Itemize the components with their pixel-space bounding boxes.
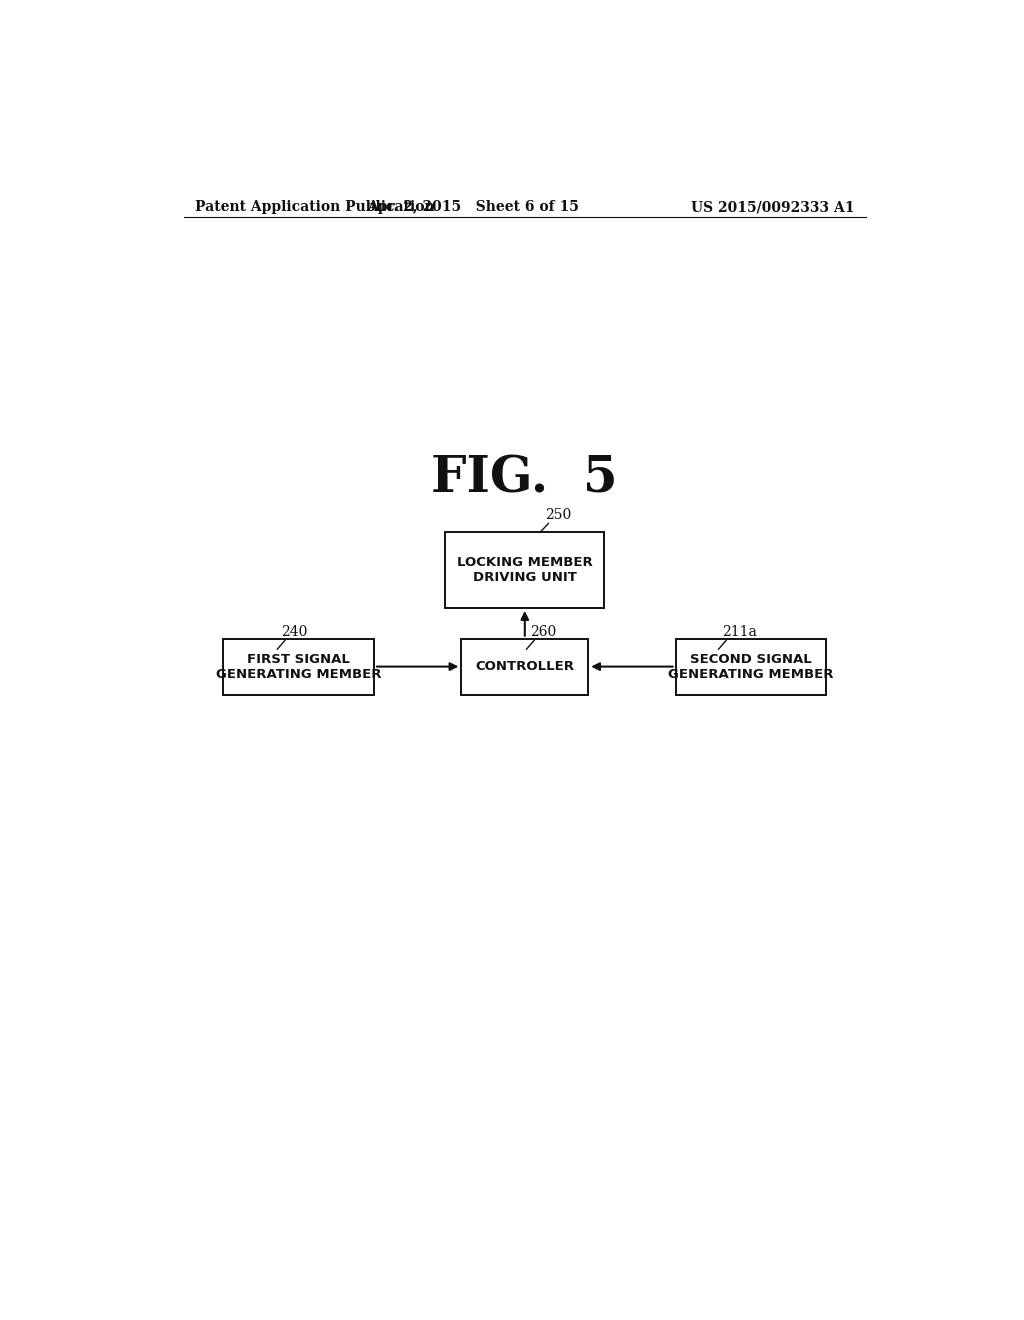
Bar (223, 639, 374, 694)
Text: Patent Application Publication: Patent Application Publication (196, 201, 435, 214)
Text: Apr. 2, 2015   Sheet 6 of 15: Apr. 2, 2015 Sheet 6 of 15 (368, 201, 580, 214)
Text: LOCKING MEMBER
DRIVING UNIT: LOCKING MEMBER DRIVING UNIT (457, 556, 593, 583)
Text: US 2015/0092333 A1: US 2015/0092333 A1 (690, 201, 854, 214)
Text: SECOND SIGNAL
GENERATING MEMBER: SECOND SIGNAL GENERATING MEMBER (669, 652, 834, 681)
Text: 211a: 211a (722, 626, 757, 639)
Text: 250: 250 (546, 508, 571, 521)
Bar (676, 639, 826, 694)
Text: FIG.  5: FIG. 5 (431, 454, 618, 503)
Text: FIRST SIGNAL
GENERATING MEMBER: FIRST SIGNAL GENERATING MEMBER (216, 652, 381, 681)
Text: 240: 240 (282, 626, 307, 639)
Bar (461, 639, 588, 694)
Bar (445, 532, 604, 609)
Text: CONTROLLER: CONTROLLER (475, 660, 574, 673)
Text: 260: 260 (530, 626, 557, 639)
